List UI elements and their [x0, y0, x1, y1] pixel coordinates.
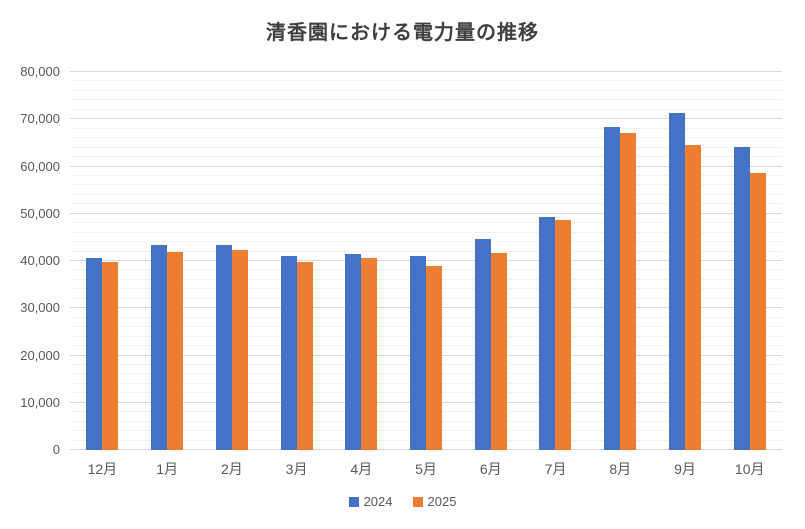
- minor-gridline: [70, 146, 782, 148]
- minor-gridline: [70, 99, 782, 101]
- y-axis-tick-label: 10,000: [20, 394, 60, 410]
- bar-group-6月: [458, 72, 523, 450]
- minor-gridline: [70, 203, 782, 205]
- bar-group-12月: [70, 72, 135, 450]
- y-axis-tick-label: 70,000: [20, 111, 60, 127]
- plot-area: [70, 71, 782, 450]
- minor-gridline: [70, 137, 782, 139]
- bar-2024-5月: [409, 255, 426, 450]
- y-axis-tick-label: 0: [52, 442, 60, 457]
- legend-swatch-2024: [348, 496, 359, 507]
- legend-item-2024: 2024: [348, 494, 393, 509]
- x-axis-tick-label: 12月: [87, 461, 118, 477]
- minor-gridline: [70, 193, 782, 195]
- bar-2025-7月: [555, 220, 572, 450]
- y-axis-tick-label: 20,000: [20, 347, 60, 363]
- minor-gridline: [70, 108, 782, 110]
- bar-2025-10月: [749, 173, 766, 450]
- y-axis-tick-label: 30,000: [20, 300, 60, 316]
- bar-group-4月: [329, 72, 394, 450]
- x-axis-tick-label: 4月: [350, 461, 373, 477]
- major-gridline: [70, 212, 782, 214]
- bar-2024-10月: [733, 146, 750, 450]
- chart-title: 清香園における電力量の推移: [266, 22, 539, 44]
- bar-2024-9月: [668, 112, 685, 450]
- x-axis-tick-label: 10月: [734, 461, 765, 477]
- bar-group-3月: [264, 72, 329, 450]
- bar-2025-5月: [425, 265, 442, 450]
- bar-2024-2月: [215, 245, 232, 450]
- minor-gridline: [70, 184, 782, 186]
- major-gridline: [70, 71, 782, 72]
- bar-2025-4月: [361, 258, 378, 450]
- bar-2024-8月: [604, 126, 621, 450]
- bar-2024-4月: [345, 254, 362, 450]
- y-axis-tick-label: 50,000: [20, 205, 60, 221]
- major-gridline: [70, 118, 782, 120]
- x-axis: 12月 1月 2月 3月 4月 5月 6月 7月 8月 9月 10月: [70, 459, 782, 479]
- legend-label-2024: 2024: [363, 494, 393, 509]
- bar-2025-1月: [167, 252, 184, 450]
- bar-2025-6月: [490, 253, 507, 450]
- legend-swatch-2025: [412, 496, 423, 507]
- x-axis-tick-label: 2月: [220, 461, 243, 477]
- bar-2025-8月: [620, 133, 637, 450]
- bar-group-9月: [653, 72, 718, 450]
- bar-2025-2月: [231, 249, 248, 450]
- y-axis-tick-label: 40,000: [20, 253, 60, 268]
- bar-2025-9月: [684, 145, 701, 450]
- y-axis-tick-label: 80,000: [20, 64, 60, 79]
- bar-group-2月: [199, 72, 264, 450]
- x-axis-tick-label: 6月: [479, 461, 502, 477]
- minor-gridline: [70, 127, 782, 129]
- bar-group-10月: [717, 72, 782, 450]
- x-axis-tick-label: 5月: [415, 461, 437, 477]
- minor-gridline: [70, 174, 782, 176]
- minor-gridline: [70, 241, 782, 243]
- x-axis-tick-label: 8月: [609, 461, 632, 477]
- minor-gridline: [70, 80, 782, 82]
- x-axis-tick-label: 9月: [674, 461, 696, 477]
- bar-2025-12月: [102, 261, 119, 450]
- minor-gridline: [70, 156, 782, 158]
- y-axis-tick-label: 60,000: [20, 158, 60, 174]
- minor-gridline: [70, 222, 782, 224]
- legend: 2024 2025: [0, 494, 805, 509]
- bar-group-8月: [588, 72, 653, 450]
- bar-2024-3月: [280, 256, 297, 450]
- minor-gridline: [70, 231, 782, 233]
- x-axis-tick-label: 7月: [544, 461, 567, 477]
- legend-label-2025: 2025: [427, 494, 457, 509]
- bar-2024-7月: [539, 216, 556, 450]
- major-gridline: [70, 165, 782, 167]
- bar-2024-6月: [474, 238, 491, 450]
- bar-group-5月: [394, 72, 459, 450]
- legend-item-2025: 2025: [412, 494, 457, 509]
- bar-2025-3月: [296, 261, 313, 450]
- minor-gridline: [70, 250, 782, 252]
- bar-group-7月: [523, 72, 588, 450]
- bar-2024-12月: [86, 257, 103, 450]
- x-axis-tick-label: 3月: [285, 461, 308, 477]
- x-axis-tick-label: 1月: [156, 461, 178, 477]
- minor-gridline: [70, 89, 782, 91]
- bar-2024-1月: [151, 244, 168, 450]
- major-gridline: [70, 260, 782, 261]
- bar-group-1月: [135, 72, 200, 450]
- y-axis: 0 10,000 20,000 30,000 40,000 50,000 60,000 70,…: [0, 64, 60, 457]
